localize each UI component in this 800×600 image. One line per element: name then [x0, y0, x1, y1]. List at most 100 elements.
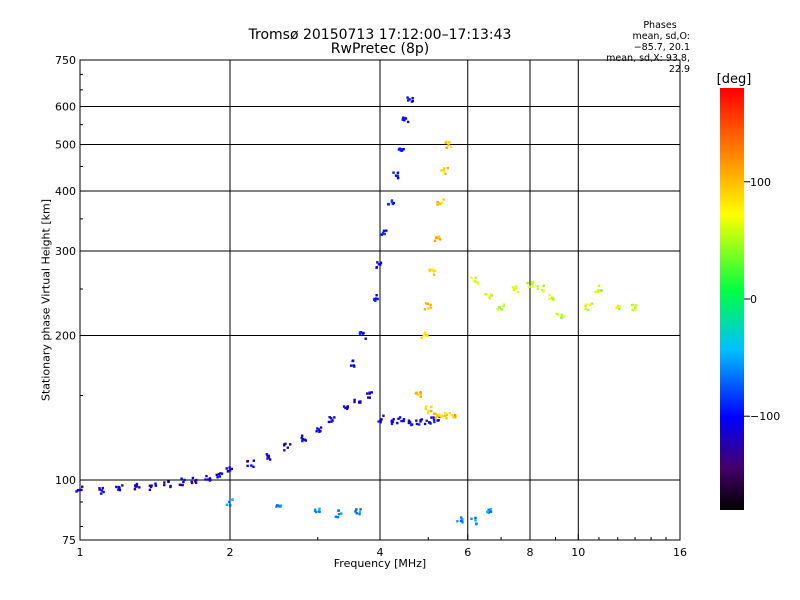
data-point: [365, 392, 369, 395]
colorbar-tick-label: 0: [750, 293, 757, 306]
data-point: [167, 480, 170, 483]
y-tick-label: 300: [55, 245, 76, 258]
data-point: [373, 297, 376, 301]
data-point: [358, 512, 361, 516]
phase-stats-title: Phases: [643, 20, 677, 31]
data-point: [286, 446, 290, 449]
data-point: [361, 332, 365, 335]
data-point: [315, 430, 318, 433]
data-point: [382, 232, 385, 235]
data-point: [419, 420, 422, 423]
data-point: [433, 269, 437, 272]
data-point: [337, 509, 340, 512]
data-point: [438, 238, 442, 241]
data-point: [436, 419, 439, 422]
data-point: [432, 416, 436, 419]
data-point: [138, 486, 141, 489]
data-point: [370, 391, 373, 394]
colorbar-tick-label: 100: [750, 176, 771, 189]
data-point: [411, 96, 414, 100]
data-point: [425, 419, 428, 422]
data-point: [368, 396, 372, 399]
data-point: [417, 423, 421, 426]
data-point: [355, 512, 358, 515]
data-point: [434, 236, 438, 240]
data-point: [327, 420, 331, 424]
data-point: [443, 414, 447, 418]
data-point: [419, 395, 422, 398]
data-point: [476, 281, 480, 284]
data-point: [283, 449, 286, 452]
data-point: [181, 483, 184, 487]
data-point: [316, 427, 319, 430]
data-point: [318, 430, 321, 433]
chart-title: Tromsø 20150713 17:12:00–17:13:43: [248, 27, 512, 43]
data-point: [400, 419, 403, 423]
data-point: [616, 304, 620, 307]
data-point: [531, 281, 534, 284]
data-point: [359, 508, 362, 511]
data-point: [397, 148, 401, 151]
phase-colorbar: [720, 88, 744, 510]
data-point: [452, 415, 455, 419]
data-point: [206, 478, 210, 481]
data-point: [635, 303, 638, 307]
data-point: [542, 288, 545, 292]
data-point: [346, 405, 349, 408]
data-point: [163, 481, 166, 484]
x-tick-label: 8: [527, 546, 534, 559]
data-point: [331, 419, 334, 422]
data-point: [456, 520, 459, 523]
data-point: [474, 519, 477, 522]
data-point: [346, 406, 349, 409]
data-point: [526, 281, 529, 285]
data-point: [562, 315, 565, 318]
x-tick-label: 16: [673, 546, 687, 559]
data-point: [541, 290, 545, 293]
data-point: [615, 306, 618, 309]
data-point: [396, 421, 399, 425]
data-point: [330, 417, 333, 420]
data-point: [135, 485, 139, 488]
data-point: [353, 400, 356, 404]
data-point: [446, 166, 450, 170]
data-point: [403, 118, 406, 122]
y-tick-label: 600: [55, 101, 76, 114]
data-point: [358, 511, 362, 514]
data-point: [419, 391, 422, 394]
data-point: [190, 481, 194, 485]
colorbar-tick-label: −100: [750, 410, 780, 423]
data-point: [115, 485, 118, 489]
x-tick-label: 2: [227, 546, 234, 559]
data-point: [301, 434, 304, 437]
data-point: [496, 307, 500, 311]
data-point: [617, 307, 621, 311]
data-point: [303, 438, 307, 441]
data-point: [228, 500, 231, 504]
data-point: [284, 442, 287, 446]
data-point: [631, 303, 635, 307]
data-point: [443, 167, 446, 170]
data-point: [432, 418, 436, 422]
data-point: [424, 407, 428, 411]
data-point: [337, 512, 341, 516]
data-point: [148, 484, 152, 487]
data-point: [453, 413, 457, 417]
data-point: [183, 478, 186, 482]
data-point: [390, 422, 394, 426]
data-point: [427, 409, 430, 412]
data-point: [390, 199, 394, 202]
data-point: [428, 269, 432, 273]
data-point: [449, 145, 453, 148]
data-point: [333, 416, 336, 419]
data-point: [447, 143, 450, 147]
data-point: [402, 419, 405, 423]
data-point: [542, 284, 545, 287]
data-point: [342, 405, 346, 408]
data-point: [252, 459, 256, 462]
data-point: [150, 484, 153, 487]
data-point: [584, 304, 587, 308]
data-point: [81, 485, 84, 488]
y-tick-label: 400: [55, 185, 76, 198]
data-point: [218, 475, 222, 478]
